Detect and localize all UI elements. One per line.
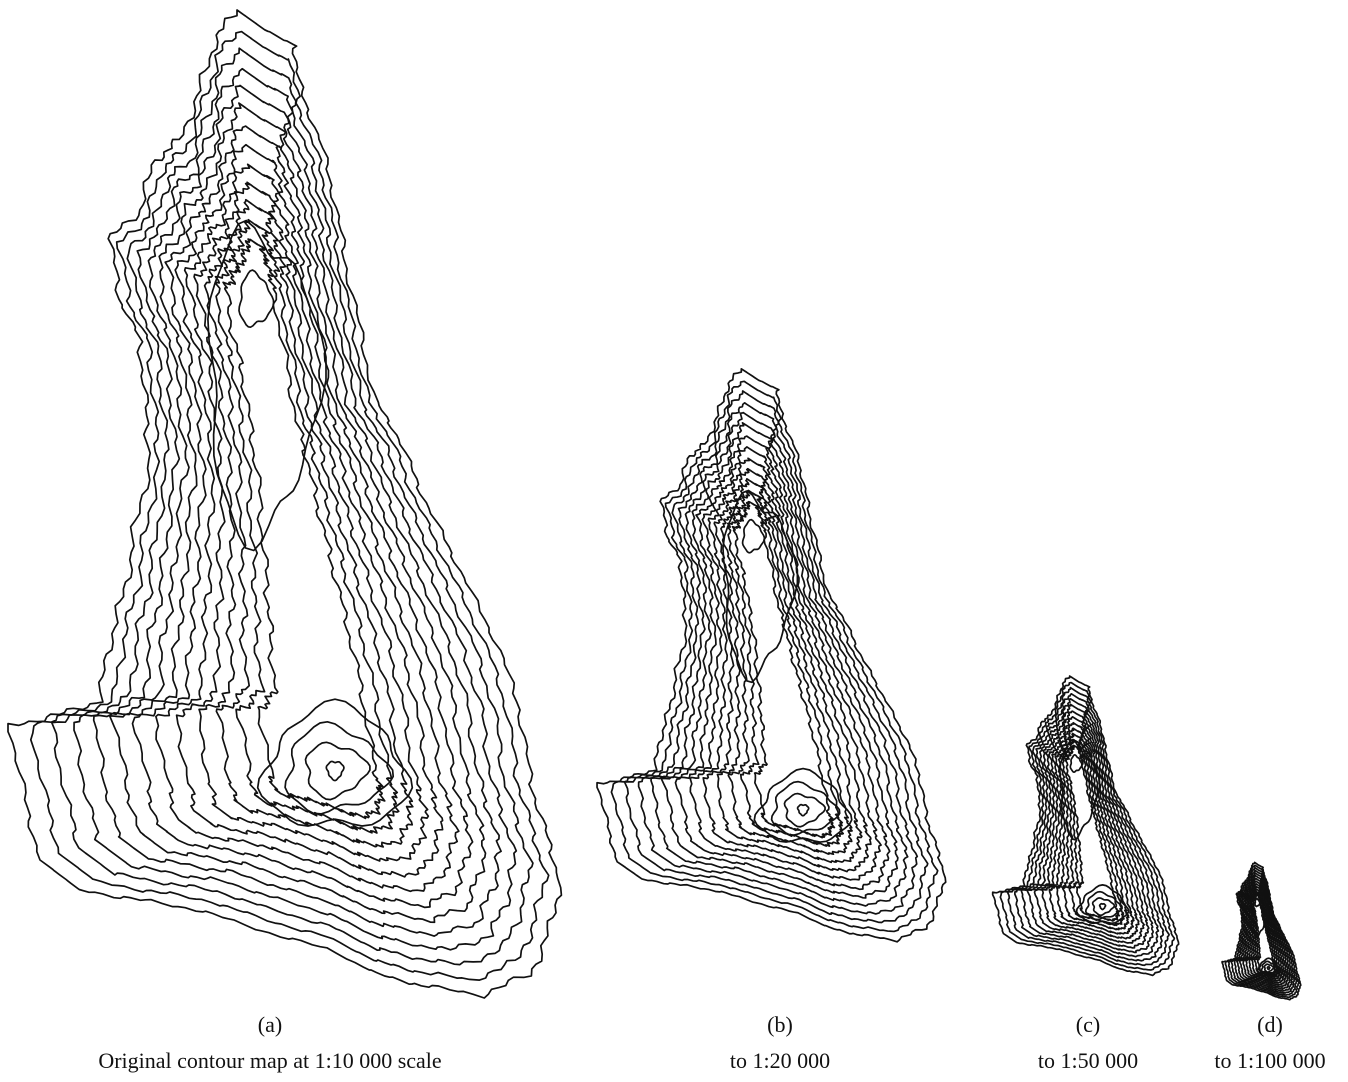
contour-map-c — [993, 676, 1179, 975]
panel-label: (c) — [1076, 1012, 1100, 1037]
contour-map-d — [1222, 862, 1301, 999]
panel-caption: Original contour map at 1:10 000 scale — [98, 1048, 441, 1073]
contour-map-a — [8, 10, 561, 998]
panel-label: (b) — [767, 1012, 793, 1037]
panel-caption: to 1:20 000 — [730, 1048, 830, 1073]
panel-caption: to 1:50 000 — [1038, 1048, 1138, 1073]
figure: (a) Original contour map at 1:10 000 sca… — [0, 0, 1348, 1077]
page: (a) Original contour map at 1:10 000 sca… — [0, 0, 1348, 1077]
panel-label: (d) — [1257, 1012, 1283, 1037]
panel-caption: to 1:100 000 — [1214, 1048, 1325, 1073]
contour-map-b — [597, 369, 946, 942]
panel-label: (a) — [258, 1012, 282, 1037]
